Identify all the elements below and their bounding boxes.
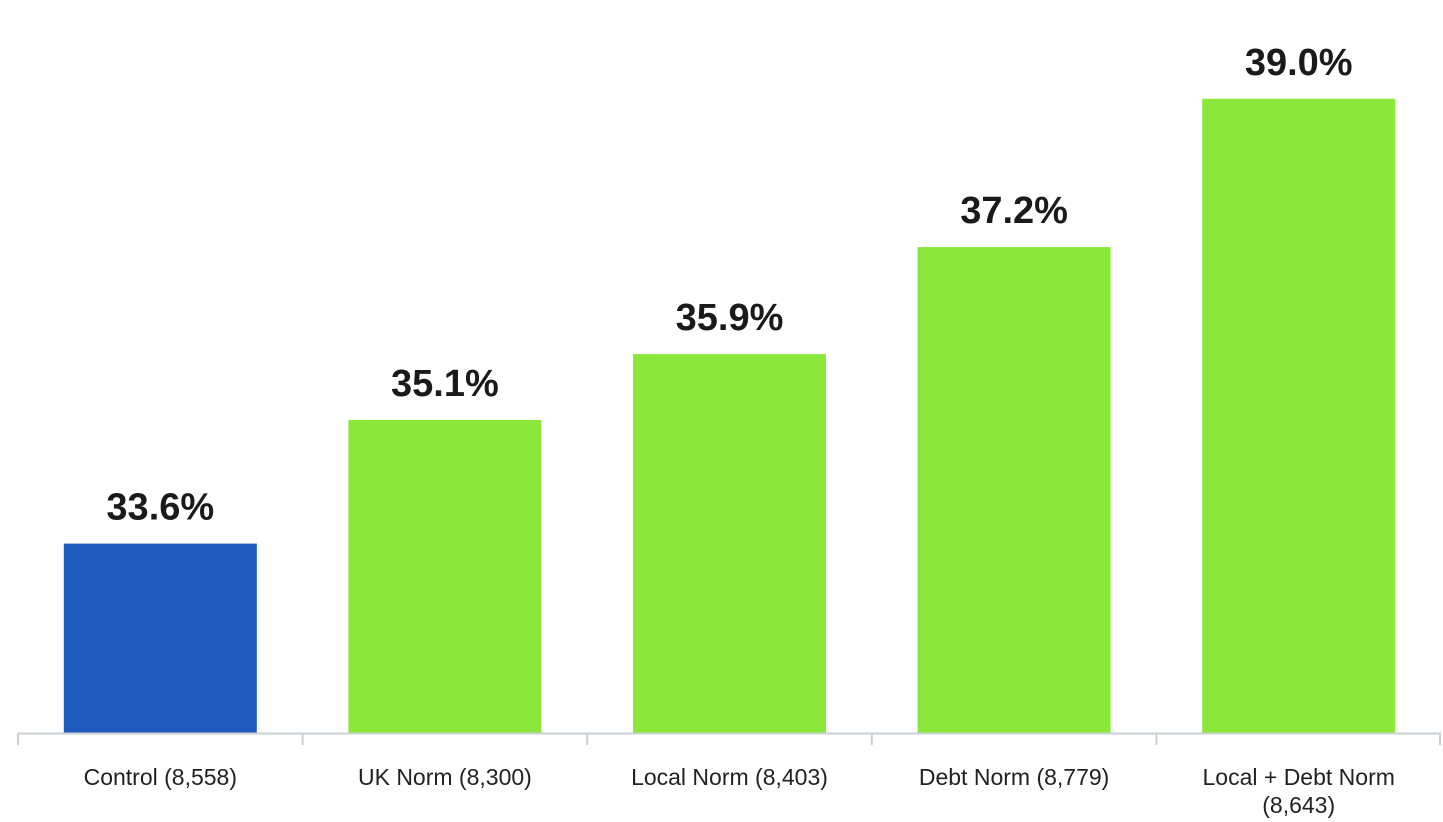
- category-labels-layer: Control (8,558) UK Norm (8,300) Local Norm…: [84, 764, 1395, 818]
- category-label-1: Control (8,558): [84, 764, 237, 790]
- category-label-2: UK Norm (8,300): [358, 764, 532, 790]
- category-label-line: Local + Debt Norm: [1203, 764, 1395, 790]
- value-label-5: 39.0%: [1245, 42, 1353, 84]
- bars-layer: [63, 98, 1396, 734]
- category-label-line: Debt Norm (8,779): [919, 764, 1109, 790]
- category-label-line: UK Norm (8,300): [358, 764, 532, 790]
- category-label-4: Debt Norm (8,779): [919, 764, 1109, 790]
- value-label-1: 33.6%: [106, 487, 214, 529]
- bar-3: [633, 354, 826, 733]
- value-label-2: 35.1%: [391, 363, 499, 405]
- category-label-5: Local + Debt Norm (8,643): [1203, 764, 1395, 818]
- category-label-line: Local Norm (8,403): [631, 764, 828, 790]
- value-label-4: 37.2%: [960, 190, 1068, 232]
- x-axis: [17, 732, 1441, 745]
- bar-1: [63, 543, 257, 733]
- category-label-line: (8,643): [1262, 792, 1335, 818]
- bar-2: [348, 420, 542, 733]
- value-labels-layer: 33.6% 35.1% 35.9% 37.2% 39.0%: [106, 42, 1352, 529]
- bar-4: [917, 247, 1111, 733]
- bar-5: [1202, 98, 1396, 734]
- value-label-3: 35.9%: [676, 297, 784, 339]
- category-label-line: Control (8,558): [84, 764, 237, 790]
- category-label-3: Local Norm (8,403): [631, 764, 828, 790]
